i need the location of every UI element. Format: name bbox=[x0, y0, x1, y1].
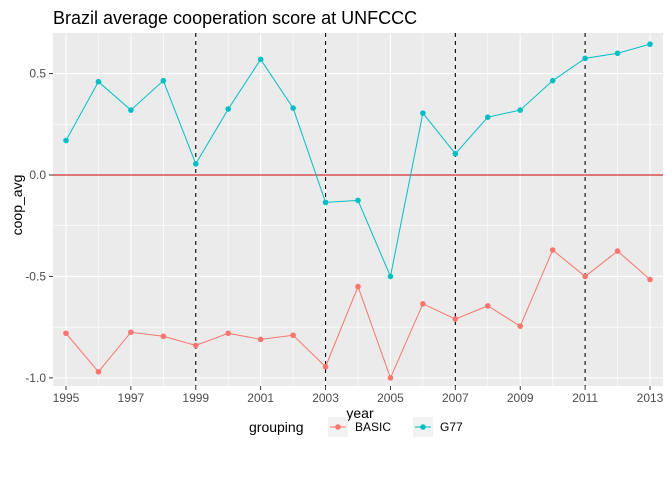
data-point-basic bbox=[614, 248, 621, 254]
data-point-g77 bbox=[95, 78, 102, 85]
legend-item-g77: G77 bbox=[413, 417, 463, 437]
data-point-g77 bbox=[484, 114, 491, 120]
legend-point-g77 bbox=[420, 424, 426, 430]
x-axis: 1995 1997 1999 2001 2003 2005 2007 2009 2011 2013 bbox=[53, 386, 664, 405]
data-point-basic bbox=[420, 301, 426, 307]
data-point-g77 bbox=[452, 150, 459, 157]
chart-title: Brazil average cooperation score at UNFC… bbox=[53, 8, 417, 28]
data-point-basic bbox=[225, 330, 232, 337]
data-point-g77 bbox=[192, 161, 199, 167]
x-tick-label: 2013 bbox=[637, 391, 664, 405]
legend-point-basic bbox=[335, 424, 341, 430]
data-point-g77 bbox=[647, 41, 653, 47]
y-axis-title: coop_avg bbox=[9, 175, 25, 236]
legend: grouping BASIC G77 bbox=[249, 417, 463, 437]
data-point-g77 bbox=[225, 106, 232, 112]
data-point-g77 bbox=[387, 273, 394, 280]
data-point-g77 bbox=[517, 107, 524, 113]
grid-minor bbox=[53, 33, 663, 386]
legend-title: grouping bbox=[249, 419, 304, 435]
x-tick-label: 2001 bbox=[247, 391, 274, 405]
data-point-g77 bbox=[257, 56, 264, 63]
legend-label-g77: G77 bbox=[440, 420, 463, 434]
legend-item-basic: BASIC bbox=[328, 417, 391, 437]
data-point-basic bbox=[192, 342, 199, 349]
data-point-basic bbox=[322, 363, 329, 370]
data-point-g77 bbox=[355, 197, 361, 204]
x-tick-label: 2007 bbox=[442, 391, 469, 405]
data-point-g77 bbox=[160, 77, 167, 84]
data-point-g77 bbox=[549, 77, 556, 84]
y-tick-label: 0.0 bbox=[29, 168, 46, 182]
data-point-g77 bbox=[420, 110, 426, 116]
y-tick-label: 0.5 bbox=[29, 67, 46, 81]
data-point-basic bbox=[257, 336, 264, 343]
data-point-basic bbox=[517, 323, 524, 329]
data-point-basic bbox=[484, 303, 491, 309]
x-tick-label: 2003 bbox=[312, 391, 339, 405]
x-tick-label: 2011 bbox=[572, 391, 598, 405]
data-point-g77 bbox=[128, 107, 134, 113]
x-axis-title: year bbox=[346, 405, 374, 421]
y-axis: -1.0 -0.5 0.0 0.5 bbox=[25, 67, 53, 385]
reference-lines bbox=[53, 33, 663, 386]
data-point-g77 bbox=[63, 137, 69, 144]
data-point-basic bbox=[452, 316, 459, 322]
series-layer bbox=[63, 41, 653, 381]
x-tick-label: 1999 bbox=[182, 391, 209, 405]
data-point-basic bbox=[290, 332, 296, 339]
data-point-basic bbox=[63, 330, 69, 337]
data-point-basic bbox=[647, 276, 653, 283]
x-tick-label: 2009 bbox=[507, 391, 534, 405]
data-point-basic bbox=[128, 329, 134, 336]
data-point-g77 bbox=[290, 105, 296, 111]
data-point-g77 bbox=[322, 199, 329, 206]
y-tick-label: -0.5 bbox=[25, 269, 46, 283]
data-point-g77 bbox=[582, 55, 588, 62]
data-point-basic bbox=[549, 247, 556, 253]
legend-label-basic: BASIC bbox=[355, 420, 391, 434]
data-point-basic bbox=[160, 333, 167, 340]
data-point-basic bbox=[95, 368, 102, 375]
data-point-g77 bbox=[614, 50, 621, 57]
data-point-basic bbox=[355, 283, 361, 290]
y-tick-label: -1.0 bbox=[25, 371, 46, 385]
x-tick-label: 1995 bbox=[53, 391, 80, 405]
x-tick-label: 1997 bbox=[118, 391, 145, 405]
data-point-basic bbox=[387, 375, 394, 381]
data-point-basic bbox=[582, 273, 588, 280]
x-tick-label: 2005 bbox=[377, 391, 404, 405]
